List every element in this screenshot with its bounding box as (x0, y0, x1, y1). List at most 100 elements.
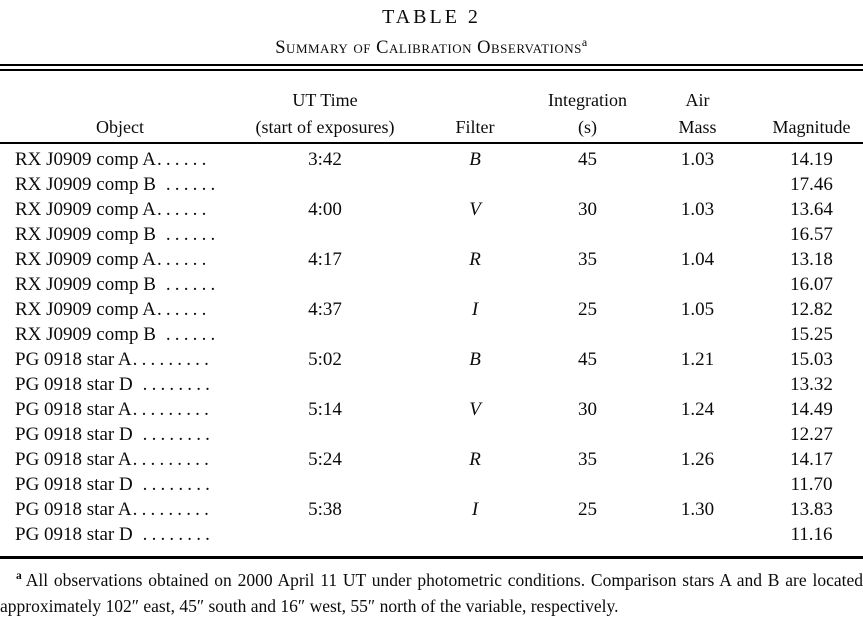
leader-dots: ...... (156, 224, 220, 245)
table-row: PG 0918 star A......... 5:24 R 35 1.26 14.17 (0, 447, 863, 472)
column-header-air-top: Air (685, 90, 710, 110)
magnitude-cell: 14.49 (790, 399, 833, 420)
footnote-marker: a (16, 570, 22, 583)
magnitude-cell: 15.25 (790, 324, 833, 345)
ut-time-cell (240, 422, 410, 447)
air-mass-cell: 1.04 (680, 249, 715, 270)
integration-cell (540, 222, 635, 247)
filter-cell: I (471, 499, 479, 520)
table-row: PG 0918 star D ........ 11.16 (0, 522, 863, 558)
table-row: RX J0909 comp B ...... 15.25 (0, 322, 863, 347)
air-mass-cell (635, 172, 760, 197)
ut-time-cell: 4:37 (308, 299, 342, 320)
object-label: PG 0918 star D (15, 424, 133, 445)
table-row: PG 0918 star A......... 5:02 B 45 1.21 15.03 (0, 347, 863, 372)
object-cell: RX J0909 comp A...... (0, 297, 240, 322)
filter-cell (410, 272, 540, 297)
leader-dots: ........ (133, 374, 215, 395)
column-header-ut-time-top: UT Time (292, 90, 358, 110)
ut-time-cell (240, 222, 410, 247)
air-mass-cell (635, 422, 760, 447)
ut-time-cell (240, 272, 410, 297)
air-mass-cell (635, 472, 760, 497)
object-label: RX J0909 comp A (15, 249, 156, 270)
filter-cell (410, 472, 540, 497)
object-label: PG 0918 star D (15, 524, 133, 545)
integration-cell (540, 272, 635, 297)
ut-time-cell: 5:02 (308, 349, 342, 370)
air-mass-cell: 1.21 (680, 349, 715, 370)
filter-cell (410, 422, 540, 447)
column-header-magnitude: Magnitude (760, 112, 863, 144)
table-title-text: Summary of Calibration Observations (275, 38, 582, 58)
integration-cell (540, 322, 635, 347)
table-row: RX J0909 comp A...... 4:00 V 30 1.03 13.64 (0, 197, 863, 222)
object-cell: PG 0918 star A......... (0, 347, 240, 372)
air-mass-cell (635, 522, 760, 558)
leader-dots: ......... (132, 399, 214, 420)
leader-dots: ......... (132, 499, 214, 520)
integration-cell: 35 (578, 449, 597, 470)
air-mass-cell (635, 372, 760, 397)
object-cell: RX J0909 comp B ...... (0, 272, 240, 297)
object-cell: RX J0909 comp A...... (0, 247, 240, 272)
integration-cell: 30 (578, 199, 597, 220)
integration-cell: 45 (578, 149, 597, 170)
filter-cell: V (469, 199, 481, 220)
column-header-filter: Filter (410, 112, 540, 144)
leader-dots: ...... (156, 299, 211, 320)
table-row: PG 0918 star D ........ 12.27 (0, 422, 863, 447)
magnitude-cell: 13.18 (790, 249, 833, 270)
object-cell: PG 0918 star D ........ (0, 472, 240, 497)
column-header-integration: (s) (540, 112, 635, 144)
table-body: RX J0909 comp A...... 3:42 B 45 1.03 14.19 RX … (0, 143, 863, 558)
footnote: a All observations obtained on 2000 April… (0, 567, 863, 619)
magnitude-cell: 13.32 (790, 374, 833, 395)
magnitude-cell: 13.83 (790, 499, 833, 520)
object-label: PG 0918 star D (15, 474, 133, 495)
leader-dots: ...... (156, 174, 220, 195)
filter-cell: B (469, 349, 481, 370)
filter-cell (410, 172, 540, 197)
magnitude-cell: 16.57 (790, 224, 833, 245)
object-label: PG 0918 star D (15, 374, 133, 395)
object-cell: RX J0909 comp A...... (0, 197, 240, 222)
calibration-observations-table: UT Time Integration Air Object (start of… (0, 64, 863, 559)
filter-cell: R (469, 449, 481, 470)
magnitude-cell: 15.03 (790, 349, 833, 370)
leader-dots: ......... (132, 449, 214, 470)
object-cell: RX J0909 comp B ...... (0, 322, 240, 347)
table-title: Summary of Calibration Observationsa (0, 36, 863, 59)
table-row: RX J0909 comp B ...... 17.46 (0, 172, 863, 197)
ut-time-cell (240, 322, 410, 347)
integration-cell (540, 522, 635, 558)
magnitude-cell: 14.19 (790, 149, 833, 170)
ut-time-cell (240, 172, 410, 197)
magnitude-cell: 13.64 (790, 199, 833, 220)
air-mass-cell (635, 322, 760, 347)
column-header-integration-top: Integration (548, 90, 627, 110)
ut-time-cell: 5:38 (308, 499, 342, 520)
integration-cell: 30 (578, 399, 597, 420)
air-mass-cell (635, 272, 760, 297)
leader-dots: ...... (156, 199, 211, 220)
column-header-ut-time: (start of exposures) (240, 112, 410, 144)
integration-cell: 25 (578, 499, 597, 520)
integration-cell (540, 472, 635, 497)
integration-cell: 25 (578, 299, 597, 320)
magnitude-cell: 11.16 (790, 524, 833, 545)
object-label: RX J0909 comp A (15, 299, 156, 320)
leader-dots: ........ (133, 524, 215, 545)
table-row: PG 0918 star A......... 5:38 I 25 1.30 13.83 (0, 497, 863, 522)
object-label: RX J0909 comp B (15, 324, 156, 345)
air-mass-cell: 1.24 (680, 399, 715, 420)
magnitude-cell: 12.82 (790, 299, 833, 320)
magnitude-cell: 14.17 (790, 449, 833, 470)
magnitude-cell: 17.46 (790, 174, 833, 195)
leader-dots: ...... (156, 324, 220, 345)
object-cell: RX J0909 comp A...... (0, 143, 240, 172)
table-row: RX J0909 comp B ...... 16.57 (0, 222, 863, 247)
leader-dots: ...... (156, 249, 211, 270)
object-label: PG 0918 star A (15, 449, 132, 470)
